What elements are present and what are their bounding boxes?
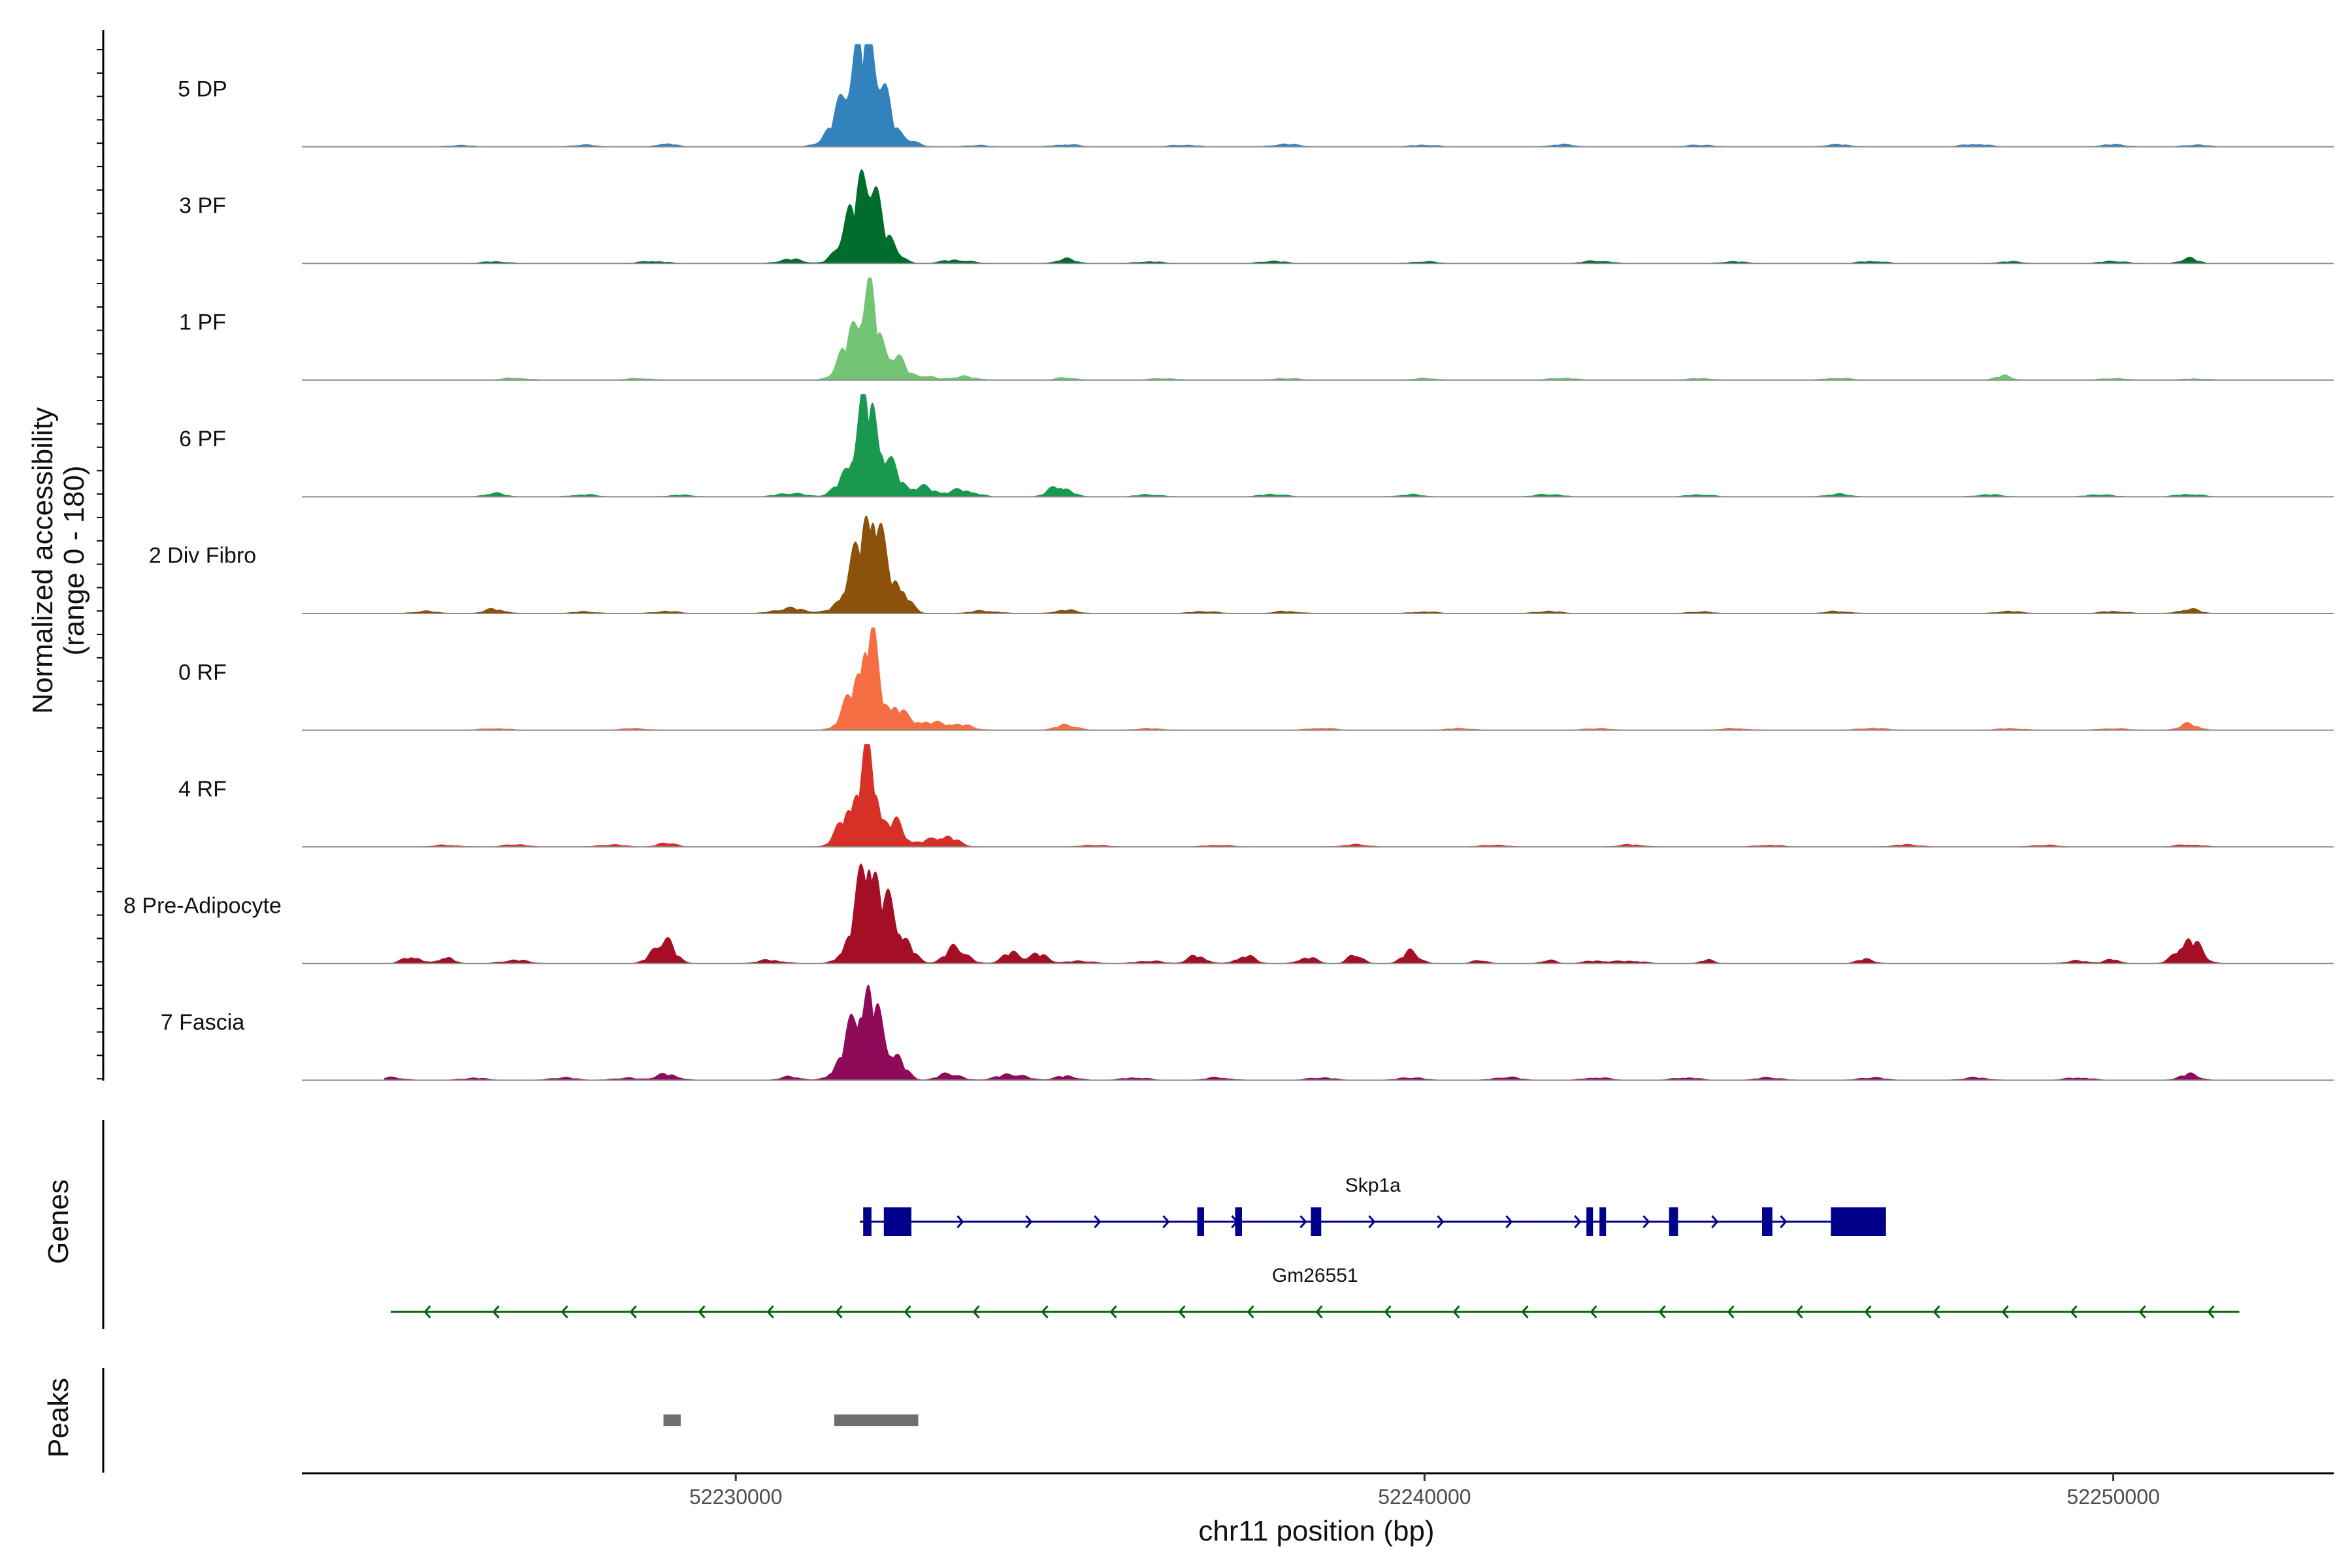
strand-arrow [1368,1215,1376,1228]
y-axis-title-line1: Normalized accessibility [27,407,59,713]
exon [1599,1207,1607,1236]
exon [1831,1207,1886,1236]
coverage-tracks: 5 DP 3 PF 1 PF 6 PF 2 Div Fibro 0 RF 4 RF 8 Pre… [123,44,2334,1081]
track-2-div-fibro: 2 Div Fibro [149,515,2334,614]
peak-region [834,1414,919,1426]
strand-arrow [1864,1305,1872,1318]
strand-arrow [1178,1305,1186,1318]
x-tick-label: 52250000 [2066,1485,2159,1509]
strand-arrow [2207,1305,2215,1318]
exon [1669,1207,1678,1236]
peak-region [663,1414,681,1426]
coverage-area-3-pf [384,169,2244,264]
y-axis-title-line2: (range 0 - 180) [58,465,90,655]
track-0-rf: 0 RF [178,627,2334,731]
strand-arrow [1437,1215,1445,1228]
strand-arrow [1711,1215,1719,1228]
strand-arrow [1505,1215,1513,1228]
gene-label-gm26551: Gm26551 [1272,1265,1358,1286]
coverage-area-4-rf [384,744,2244,847]
coverage-area-2-div-fibro [384,515,2244,614]
exon [1762,1207,1772,1236]
gene-gm26551: Gm26551 [391,1265,2240,1318]
exon [883,1207,911,1236]
strand-arrow [1658,1305,1666,1318]
coverage-area-5-dp [384,44,2244,148]
strand-arrow [1727,1305,1735,1318]
strand-arrow [1795,1305,1803,1318]
exon [1197,1207,1204,1236]
track-label-8-pre-adipocyte: 8 Pre-Adipocyte [123,894,282,919]
strand-arrow [1384,1305,1392,1318]
strand-arrow [2138,1305,2146,1318]
strand-arrow [698,1305,706,1318]
strand-arrow [1162,1215,1170,1228]
exon [1235,1207,1242,1236]
exon [863,1207,872,1236]
strand-arrow [1109,1305,1117,1318]
track-3-pf: 3 PF [179,169,2334,265]
strand-arrow [766,1305,774,1318]
strand-arrow [1590,1305,1597,1318]
x-axis-ticks: 52230000 52240000 52250000 [689,1473,2160,1509]
strand-arrow [904,1305,911,1318]
strand-arrow [956,1215,964,1228]
y-axis-title: Normalized accessibility (range 0 - 180) [27,407,90,713]
x-tick-label: 52240000 [1378,1485,1471,1509]
strand-arrow [1452,1305,1460,1318]
x-axis-title: chr11 position (bp) [1198,1515,1434,1547]
strand-arrow [1933,1305,1940,1318]
track-6-pf: 6 PF [179,394,2334,498]
strand-arrow [1315,1305,1323,1318]
track-label-3-pf: 3 PF [179,193,226,218]
strand-arrow [972,1305,980,1318]
gene-label-skp1a: Skp1a [1345,1175,1401,1196]
track-label-5-dp: 5 DP [178,76,227,101]
gene-annotation-track: Skp1a Gm26551 [391,1175,2240,1318]
strand-arrow [2001,1305,2009,1318]
track-label-1-pf: 1 PF [179,310,226,335]
strand-arrow [1094,1215,1102,1228]
track-label-7-fascia: 7 Fascia [161,1010,245,1035]
gene-skp1a: Skp1a [859,1175,1886,1236]
track-label-2-div-fibro: 2 Div Fibro [149,544,256,568]
peak-regions-track [663,1414,919,1426]
track-4-rf: 4 RF [178,744,2334,848]
strand-arrow [492,1305,500,1318]
strand-arrow [1299,1215,1307,1228]
strand-arrow [1521,1305,1529,1318]
strand-arrow [2070,1305,2078,1318]
coverage-area-7-fascia [384,985,2244,1081]
track-1-pf: 1 PF [179,277,2334,381]
track-7-fascia: 7 Fascia [161,985,2334,1081]
strand-arrow [1642,1215,1650,1228]
coverage-area-0-rf [384,627,2244,731]
strand-arrow [423,1305,431,1318]
track-label-6-pf: 6 PF [179,427,226,451]
peaks-track-title: Peaks [42,1378,74,1458]
y-axis-ticks [97,49,103,1080]
strand-arrow [1247,1305,1254,1318]
strand-arrow [1780,1215,1788,1228]
coverage-area-6-pf [384,394,2244,497]
strand-arrow [1041,1305,1049,1318]
track-label-0-rf: 0 RF [178,660,227,685]
strand-arrow [1574,1215,1582,1228]
strand-arrow [629,1305,637,1318]
track-5-dp: 5 DP [178,44,2334,148]
track-8-pre-adipocyte: 8 Pre-Adipocyte [123,863,2334,964]
coverage-area-1-pf [384,277,2244,381]
strand-arrow [835,1305,843,1318]
track-label-4-rf: 4 RF [178,777,227,802]
genes-track-title: Genes [42,1179,74,1264]
x-tick-label: 52230000 [689,1485,782,1509]
exon [1311,1207,1322,1236]
exon [1586,1207,1593,1236]
strand-arrow [1025,1215,1033,1228]
coverage-area-8-pre-adipocyte [384,863,2244,964]
strand-arrow [561,1305,568,1318]
